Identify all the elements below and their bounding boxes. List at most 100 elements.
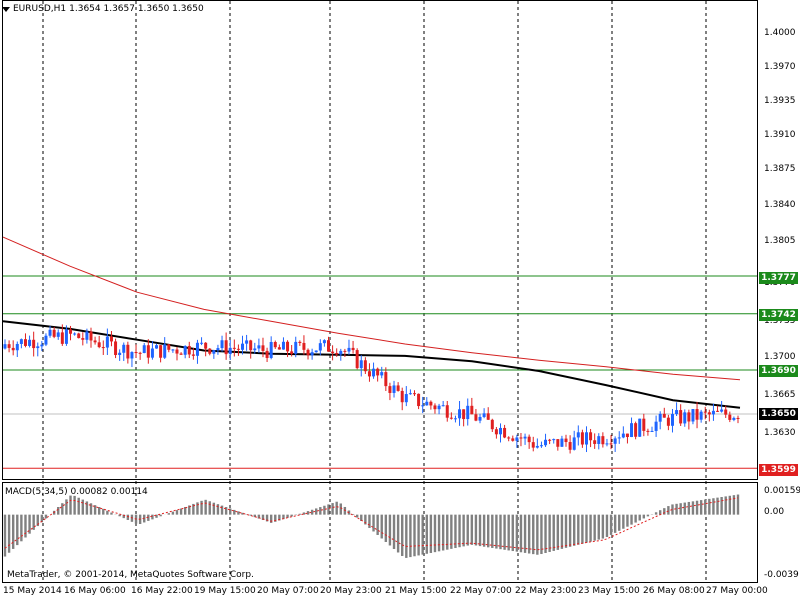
level-tag-1[interactable]: 1.3777 <box>759 272 798 284</box>
candle-body <box>597 436 601 444</box>
macd-bar <box>290 514 293 517</box>
macd-bar <box>482 514 486 547</box>
candle-body <box>306 349 310 356</box>
macd-bar <box>32 514 35 530</box>
candle-body <box>347 347 351 352</box>
candle-body <box>658 413 662 422</box>
candle-body <box>494 429 498 435</box>
candle-body <box>490 419 494 430</box>
candle-body <box>122 344 126 353</box>
candle-body <box>650 430 654 432</box>
candle-body <box>654 421 658 431</box>
macd-bar <box>573 514 576 546</box>
candle-body <box>634 423 638 437</box>
macd-bar <box>437 514 441 552</box>
time-tick: 20 May 23:00 <box>320 586 382 596</box>
level-tag-4[interactable]: 1.3599 <box>759 464 798 476</box>
candle-body <box>687 412 691 422</box>
candle-body <box>511 438 515 441</box>
candle-body <box>576 432 580 438</box>
candle-body <box>449 417 453 419</box>
symbol-header[interactable]: EURUSD,H1 1.3654 1.3657 1.3650 1.3650 <box>2 4 204 14</box>
price-tick: 1.3935 <box>764 96 796 106</box>
candle-body <box>380 372 384 376</box>
macd-bar <box>196 502 199 515</box>
macd-bar <box>396 514 400 553</box>
macd-bar <box>233 509 236 515</box>
macd-bar <box>11 514 15 549</box>
candle-body <box>142 345 146 354</box>
candle-body <box>412 393 416 395</box>
candle-body <box>544 439 548 446</box>
dropdown-triangle-icon[interactable] <box>2 6 10 12</box>
macd-bar <box>77 497 80 515</box>
candle-body <box>187 345 191 355</box>
candle-body <box>118 352 122 356</box>
candle-body <box>392 385 396 393</box>
candle-body <box>580 432 584 445</box>
candle-body <box>85 331 89 340</box>
macd-bar <box>106 510 109 515</box>
macd-signal-line <box>4 497 739 551</box>
price-tick: 1.3875 <box>764 164 796 174</box>
candle-body <box>60 332 64 344</box>
macd-bar <box>462 514 465 547</box>
candle-body <box>498 427 502 435</box>
macd-bar <box>720 497 723 515</box>
candle-body <box>724 409 728 415</box>
macd-tick: 0.00159 <box>764 486 800 496</box>
candle-body <box>97 342 101 348</box>
macd-bar <box>687 501 691 515</box>
macd-bar <box>93 505 97 515</box>
macd-bar <box>298 513 302 515</box>
macd-bar <box>16 514 19 546</box>
macd-bar <box>355 514 359 518</box>
candle-body <box>36 346 40 349</box>
price-tick: 1.3700 <box>764 352 796 362</box>
candle-body <box>441 405 445 407</box>
candle-body <box>15 343 19 351</box>
macd-bar <box>527 514 531 554</box>
candle-body <box>130 352 134 359</box>
candle-body <box>388 386 392 393</box>
candle-body <box>249 340 253 351</box>
price-tick: 1.3630 <box>764 428 796 438</box>
time-tick: 23 May 15:00 <box>578 586 640 596</box>
macd-bar <box>253 514 256 518</box>
macd-bar <box>519 514 523 553</box>
macd-bar <box>110 512 113 515</box>
level-tag-2[interactable]: 1.3742 <box>759 309 798 321</box>
macd-bar <box>716 497 719 515</box>
candle-body <box>93 340 97 343</box>
candle-body <box>64 329 68 344</box>
macd-bar <box>446 514 449 550</box>
macd-bar <box>667 506 670 515</box>
candle-body <box>351 347 355 351</box>
macd-bar <box>302 512 306 515</box>
candle-body <box>28 339 32 346</box>
candle-body <box>109 336 113 342</box>
macd-bar <box>159 514 162 517</box>
candle-body <box>699 411 703 420</box>
candle-body <box>331 351 335 353</box>
candle-body <box>281 341 285 350</box>
level-tag-3[interactable]: 1.3690 <box>759 365 798 377</box>
candle-body <box>736 417 740 419</box>
candle-body <box>224 340 228 355</box>
candle-body <box>376 368 380 376</box>
candle-body <box>245 340 249 344</box>
macd-bar <box>368 514 371 528</box>
candle-body <box>625 433 629 438</box>
macd-bar <box>319 507 322 515</box>
candle-body <box>204 342 208 349</box>
macd-bar <box>282 514 285 520</box>
candle-body <box>11 347 15 351</box>
candle-body <box>40 344 44 347</box>
candle-body <box>150 348 154 358</box>
candle-body <box>257 345 261 349</box>
candle-body <box>601 436 605 445</box>
time-tick: 22 May 23:00 <box>515 586 577 596</box>
macd-bar <box>458 514 461 548</box>
